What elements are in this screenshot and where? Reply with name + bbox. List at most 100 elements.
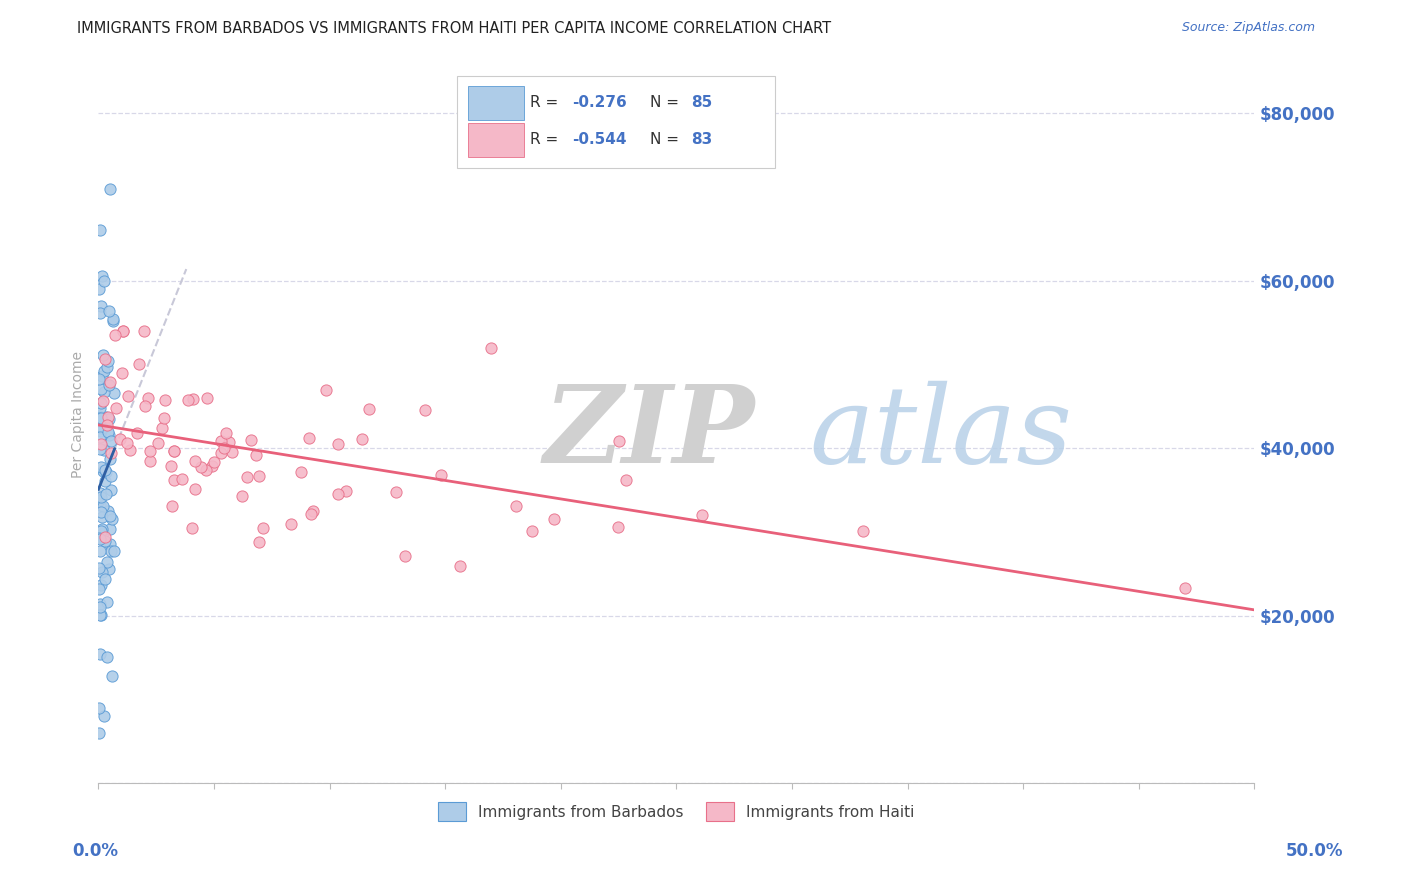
Point <box>298 431 321 445</box>
Point <box>90 299 112 313</box>
FancyBboxPatch shape <box>468 123 524 157</box>
Point <box>98 375 121 389</box>
Point <box>97 304 120 318</box>
Point <box>247 535 270 549</box>
Point <box>163 474 186 488</box>
Point <box>481 341 503 355</box>
Text: N =: N = <box>650 132 683 147</box>
Point <box>100 483 122 497</box>
Point <box>96 595 118 609</box>
Text: N =: N = <box>650 95 683 111</box>
Point <box>97 562 120 576</box>
Point <box>89 532 111 546</box>
Point <box>90 460 112 475</box>
Point <box>103 543 125 558</box>
Point <box>139 443 162 458</box>
Point <box>614 474 637 488</box>
Text: IMMIGRANTS FROM BARBADOS VS IMMIGRANTS FROM HAITI PER CAPITA INCOME CORRELATION : IMMIGRANTS FROM BARBADOS VS IMMIGRANTS F… <box>77 21 831 36</box>
Text: ZIP: ZIP <box>544 380 755 486</box>
Point <box>96 650 118 665</box>
Legend: Immigrants from Barbados, Immigrants from Haiti: Immigrants from Barbados, Immigrants fro… <box>432 797 921 827</box>
Point <box>108 433 131 447</box>
Point <box>112 324 135 338</box>
Point <box>315 383 337 397</box>
Point <box>91 499 114 513</box>
Point <box>385 484 408 499</box>
Point <box>299 507 322 521</box>
Point <box>90 438 112 452</box>
Point <box>117 389 139 403</box>
Point <box>91 369 114 384</box>
Point <box>522 524 544 538</box>
Point <box>90 524 112 538</box>
Point <box>155 393 177 408</box>
Text: 0.0%: 0.0% <box>73 842 118 860</box>
Point <box>104 401 127 416</box>
Point <box>128 358 150 372</box>
Point <box>134 399 156 413</box>
Point <box>93 442 115 457</box>
Point <box>125 426 148 441</box>
Point <box>100 446 122 460</box>
Point <box>413 403 436 417</box>
Point <box>98 428 121 442</box>
Point <box>115 436 138 450</box>
Point <box>429 468 451 483</box>
Point <box>104 327 127 342</box>
Point <box>96 418 118 433</box>
Point <box>90 437 112 451</box>
Point <box>101 314 124 328</box>
Point <box>87 726 110 740</box>
Point <box>98 523 121 537</box>
Point <box>221 445 243 459</box>
FancyBboxPatch shape <box>468 86 524 120</box>
Point <box>87 282 110 296</box>
Point <box>93 393 115 408</box>
Point <box>90 411 112 425</box>
Point <box>162 499 184 513</box>
Point <box>89 442 111 456</box>
Point <box>852 524 875 539</box>
Point <box>93 364 115 378</box>
Point <box>184 454 207 468</box>
Point <box>184 482 207 496</box>
Point <box>91 522 114 536</box>
Point <box>328 437 350 451</box>
Point <box>170 472 193 486</box>
Point <box>97 354 120 368</box>
Point <box>120 443 142 458</box>
Point <box>90 505 112 519</box>
Point <box>98 181 121 195</box>
Point <box>136 391 159 405</box>
Text: -0.276: -0.276 <box>572 95 627 111</box>
Point <box>335 483 357 498</box>
Point <box>97 409 120 424</box>
Point <box>111 324 134 338</box>
Point <box>94 487 117 501</box>
Point <box>505 499 527 513</box>
Point <box>94 474 117 488</box>
Point <box>94 466 117 480</box>
Point <box>100 468 122 483</box>
Point <box>100 668 122 682</box>
Point <box>91 419 114 434</box>
Point <box>101 312 124 326</box>
Point <box>139 453 162 467</box>
Point <box>235 469 257 483</box>
Point <box>94 572 117 586</box>
Point <box>96 360 118 375</box>
Point <box>194 462 217 476</box>
Point <box>218 434 240 449</box>
Point <box>89 401 111 415</box>
Point <box>90 509 112 524</box>
Point <box>97 504 120 518</box>
Point <box>90 608 112 623</box>
Point <box>91 421 114 435</box>
Point <box>98 536 121 550</box>
Text: -0.544: -0.544 <box>572 132 627 147</box>
Point <box>93 709 115 723</box>
Point <box>87 493 110 508</box>
Point <box>163 444 186 458</box>
Text: 83: 83 <box>692 132 713 147</box>
Point <box>89 382 111 396</box>
